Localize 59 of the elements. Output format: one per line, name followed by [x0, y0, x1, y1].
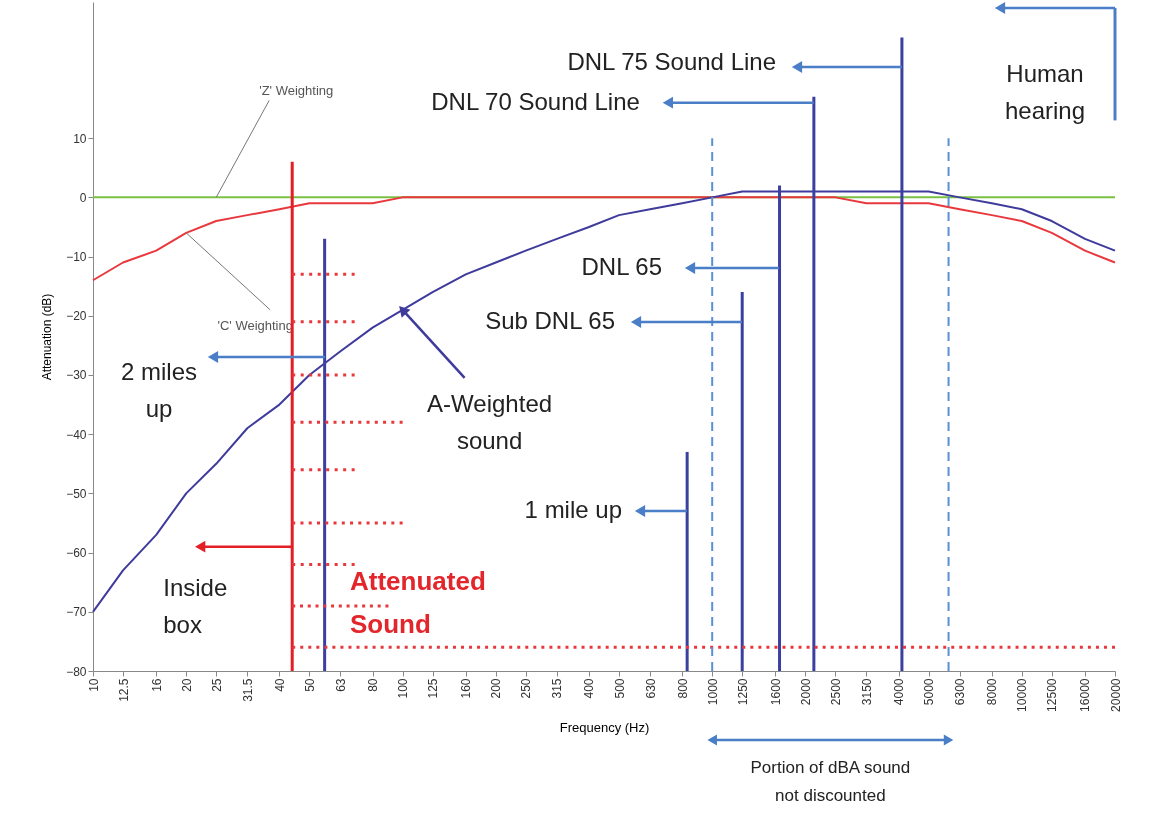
x-tick-label: 200 [489, 678, 504, 699]
x-tick-label: 1600 [768, 678, 783, 706]
x-tick-label: 8000 [985, 678, 1000, 706]
y-tick-label: −30 [66, 368, 87, 383]
x-tick-label: 31.5 [240, 678, 255, 702]
y-tick-label: −10 [66, 250, 87, 265]
x-tick-label: 630 [643, 678, 658, 699]
x-tick-label: 5000 [922, 678, 937, 706]
x-tick-label: 2500 [828, 678, 843, 706]
x-tick-label: 4000 [892, 678, 907, 706]
annotation: Inside box [163, 573, 228, 638]
x-tick-label: 1000 [705, 678, 720, 706]
text: Portion of dBA sound not discounted [750, 758, 911, 805]
y-tick-label: −20 [66, 309, 87, 324]
x-tick-label: 10 [86, 678, 101, 692]
y-axis-title: Attenuation (dB) [40, 293, 55, 381]
x-axis-title: Frequency (Hz) [559, 719, 650, 735]
annotation: DNL 75 Sound Line [567, 48, 776, 75]
x-tick-label: 6300 [953, 678, 968, 706]
x-tick-label: 40 [272, 678, 287, 692]
x-tick-label: 16000 [1078, 678, 1093, 712]
x-tick-label: 16 [149, 678, 164, 692]
annotation: 1 mile up [524, 496, 622, 523]
text: 'C' Weighting [217, 317, 293, 333]
y-tick-label: −80 [66, 664, 87, 679]
x-tick-label: 80 [366, 678, 381, 692]
annotation: DNL 70 Sound Line [431, 87, 640, 115]
text: A-Weighted sound [427, 389, 553, 455]
x-tick-label: 20000 [1108, 678, 1123, 712]
x-tick-label: 20 [179, 678, 194, 692]
text: 'Z' Weighting [259, 83, 334, 99]
y-tick-label: −40 [66, 427, 87, 442]
annotation: 2 miles up [120, 358, 198, 423]
x-tick-label: 125 [426, 678, 441, 699]
annotation: Sub DNL 65 [485, 307, 615, 334]
x-tick-label: 160 [459, 678, 474, 699]
x-tick-label: 100 [396, 678, 411, 699]
y-tick-label: −50 [66, 486, 87, 501]
x-tick-label: 63 [333, 678, 348, 692]
x-tick-label: 12500 [1045, 678, 1060, 712]
x-tick-label: 500 [612, 678, 627, 699]
x-tick-label: 250 [519, 678, 534, 699]
y-tick-label: −70 [66, 605, 87, 620]
x-tick-label: 12.5 [116, 678, 131, 702]
y-tick-label: −60 [66, 546, 87, 561]
x-tick-label: 800 [675, 678, 690, 699]
x-tick-label: 400 [582, 678, 597, 699]
x-tick-label: 2000 [798, 678, 813, 706]
x-tick-label: 1250 [735, 678, 750, 706]
x-tick-label: 10000 [1015, 678, 1030, 712]
x-tick-label: 3150 [859, 678, 874, 706]
y-tick-label: 10 [73, 131, 87, 146]
annotation: Attenuated Sound [350, 566, 486, 639]
annotation: Human hearing [1004, 60, 1086, 125]
x-tick-label: 50 [302, 678, 317, 692]
y-tick-label: 0 [79, 190, 87, 205]
annotation: DNL 65 [581, 253, 662, 280]
x-tick-label: 25 [209, 678, 224, 692]
x-tick-label: 315 [550, 678, 565, 699]
